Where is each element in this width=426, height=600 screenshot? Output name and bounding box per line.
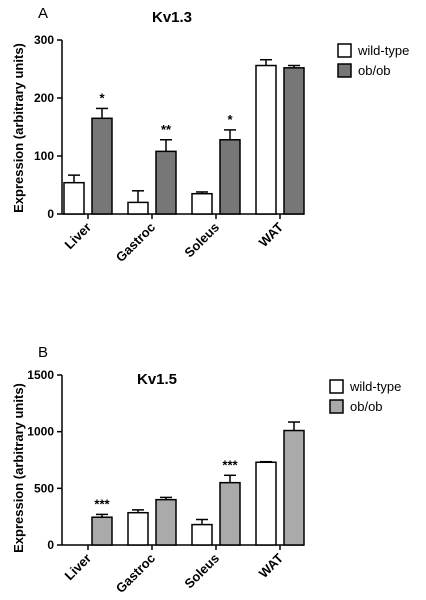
legend-swatch <box>329 379 344 394</box>
y-tick-label: 100 <box>34 149 54 163</box>
y-tick-label: 300 <box>34 33 54 47</box>
bar-ob-ob <box>91 117 113 215</box>
bar-ob-ob <box>155 150 177 215</box>
legend-label: ob/ob <box>350 399 383 414</box>
bar-wild-type <box>255 64 277 215</box>
bar-ob-ob <box>219 139 241 215</box>
significance-label: * <box>99 90 105 105</box>
bar-ob-ob <box>91 516 113 546</box>
x-tick-label: Gastroc <box>113 220 158 265</box>
x-tick-label: WAT <box>256 550 286 580</box>
bar-wild-type <box>191 523 213 546</box>
legend-label: wild-type <box>349 379 401 394</box>
x-tick-label: WAT <box>256 219 286 249</box>
legend-swatch <box>329 399 344 414</box>
chart-title: Kv1.5 <box>137 371 177 388</box>
panel-b: B Kv1.5 Expression (arbitrary units) 0 50… <box>11 344 401 596</box>
bar-wild-type <box>63 181 85 215</box>
significance-label: * <box>227 112 233 127</box>
x-tick-label: Soleus <box>181 220 222 261</box>
legend-label: ob/ob <box>358 63 391 78</box>
y-axis-title: Expression (arbitrary units) <box>11 43 26 213</box>
bar-wild-type <box>255 461 277 546</box>
bar-ob-ob <box>155 498 177 546</box>
bar-wild-type <box>127 511 149 546</box>
x-tick-label: Gastroc <box>113 551 158 596</box>
bar-ob-ob <box>283 429 305 546</box>
y-axis-title: Expression (arbitrary units) <box>11 383 26 553</box>
x-tick-label: Soleus <box>181 551 222 592</box>
y-tick-label: 1500 <box>27 368 54 382</box>
y-tick-label: 0 <box>47 538 54 552</box>
bar-ob-ob <box>283 67 305 215</box>
legend-swatch <box>337 43 352 58</box>
panel-letter: A <box>38 5 48 22</box>
x-tick-label: Liver <box>62 220 95 253</box>
y-tick-label: 1000 <box>27 425 54 439</box>
legend-swatch <box>337 63 352 78</box>
panel-letter: B <box>38 344 48 361</box>
significance-label: *** <box>222 457 238 472</box>
bar-wild-type <box>127 201 149 215</box>
y-tick-label: 500 <box>34 481 54 495</box>
bar-wild-type <box>191 192 213 215</box>
panel-a: A Kv1.3 Expression (arbitrary units) 0 10… <box>11 5 409 265</box>
x-tick-label: Liver <box>62 551 95 584</box>
y-tick-label: 200 <box>34 91 54 105</box>
significance-label: ** <box>161 122 172 137</box>
bar-ob-ob <box>219 481 241 546</box>
y-tick-label: 0 <box>47 207 54 221</box>
chart-title: Kv1.3 <box>152 9 192 26</box>
significance-label: *** <box>94 496 110 511</box>
legend-label: wild-type <box>357 43 409 58</box>
